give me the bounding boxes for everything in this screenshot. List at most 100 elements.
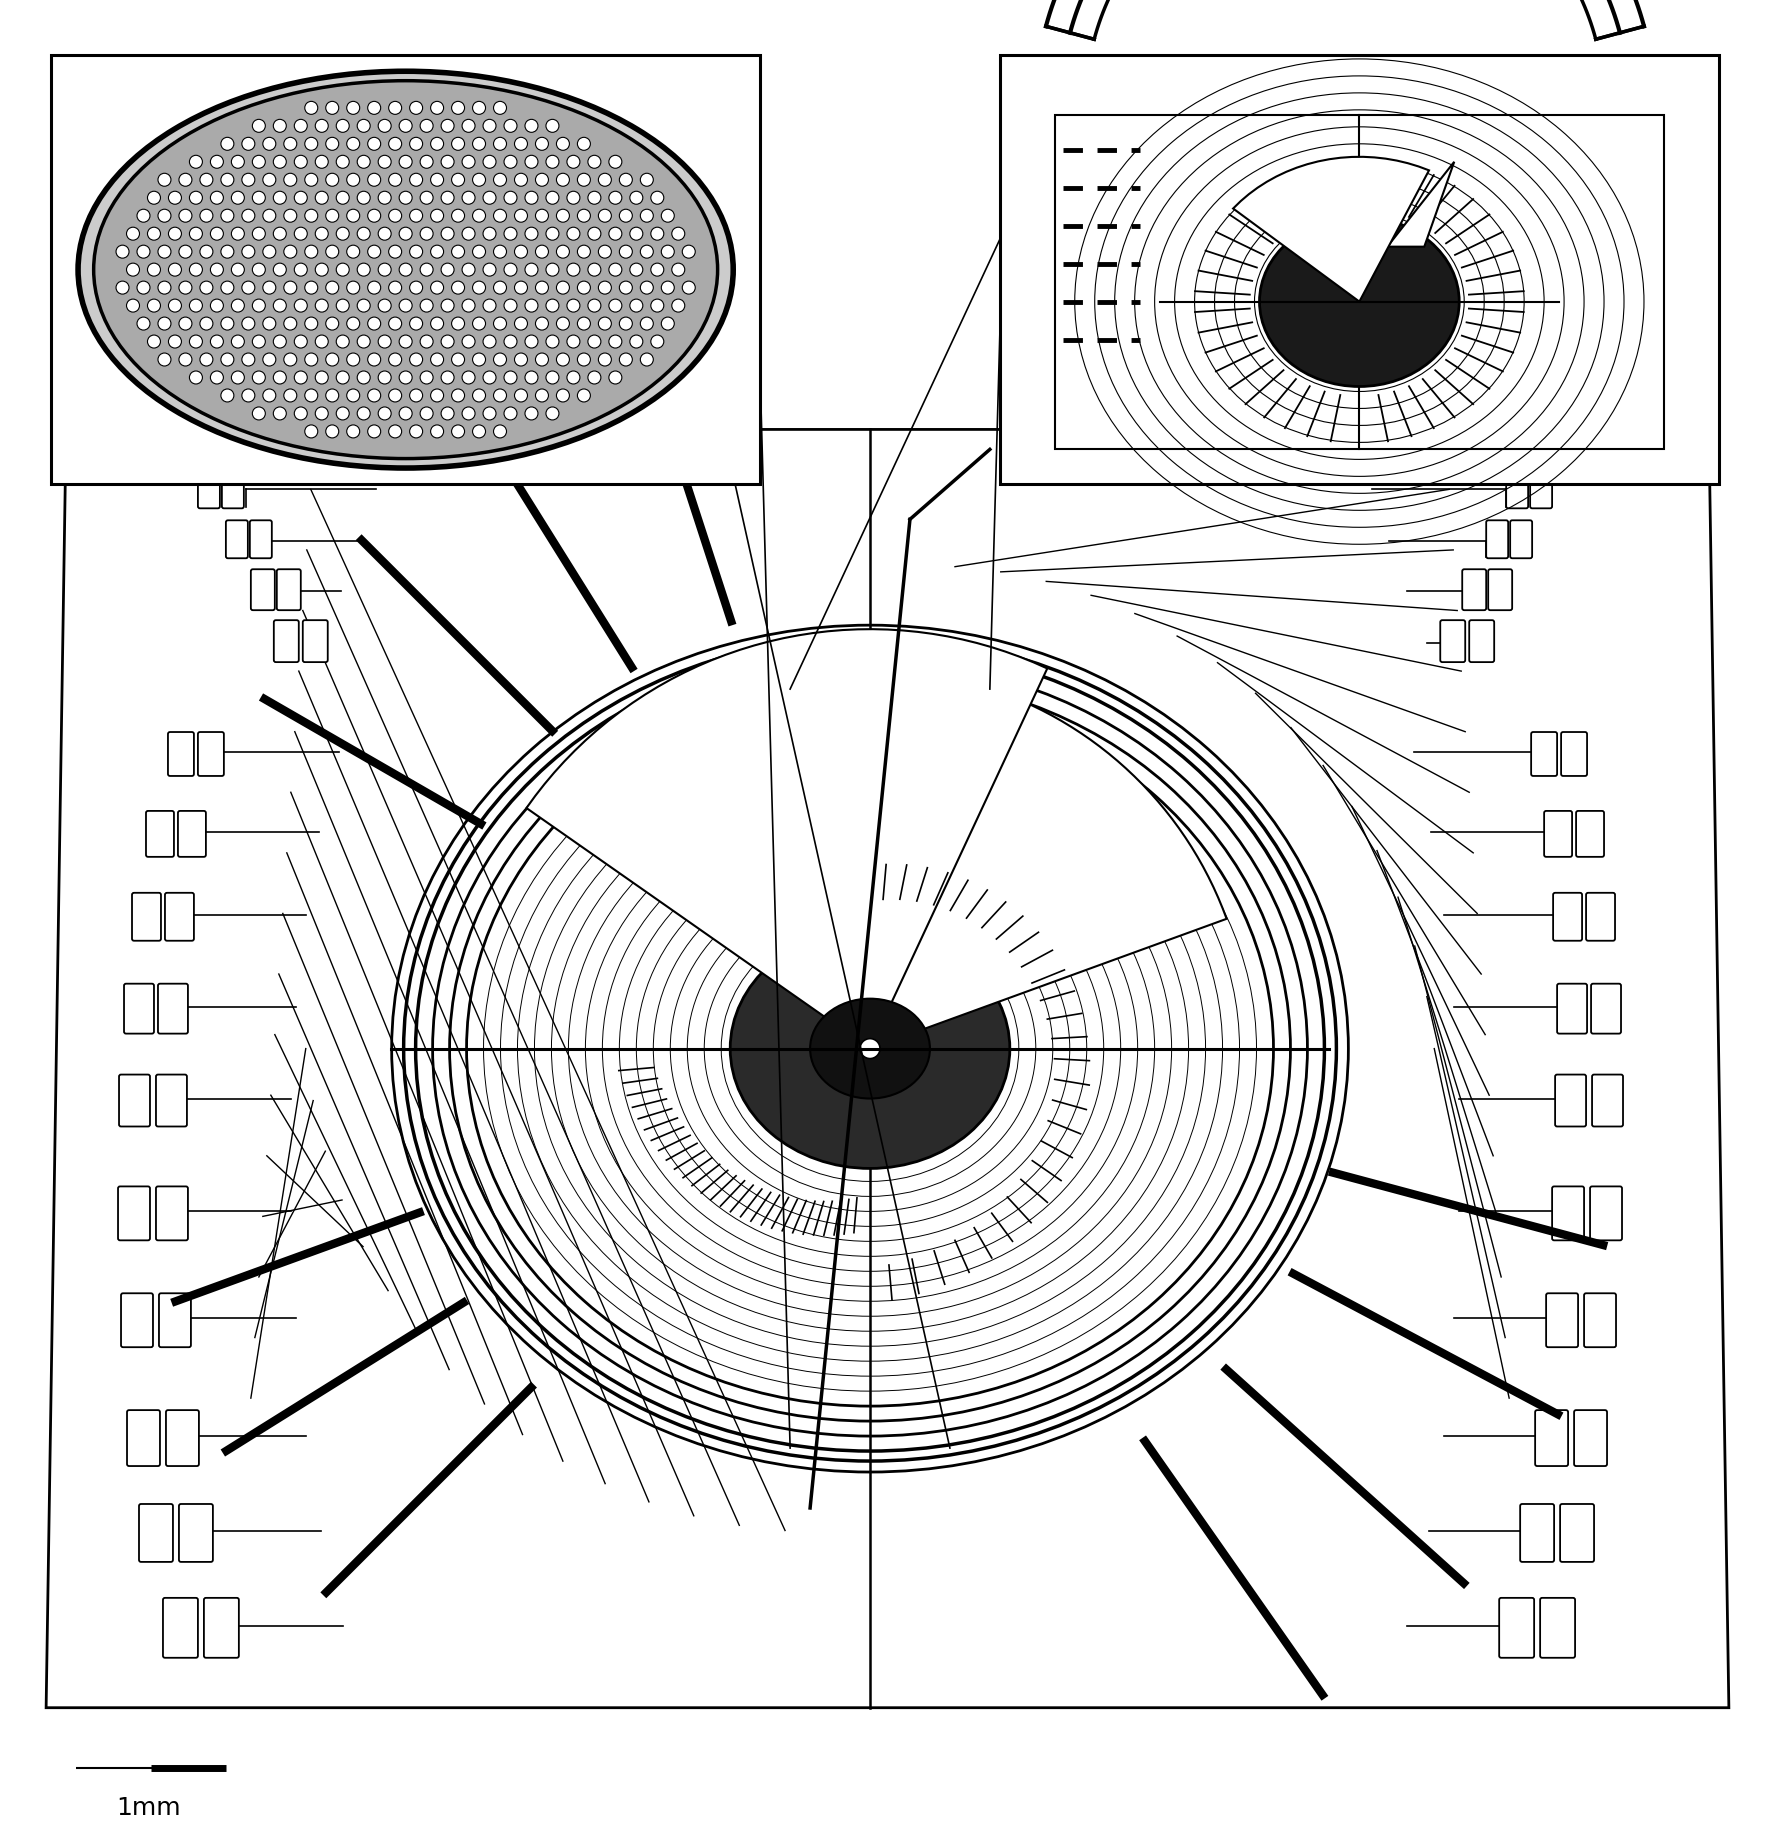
Circle shape bbox=[221, 173, 233, 186]
FancyBboxPatch shape bbox=[179, 1505, 212, 1561]
Polygon shape bbox=[1232, 157, 1429, 301]
Circle shape bbox=[461, 334, 476, 349]
Circle shape bbox=[608, 334, 622, 349]
Circle shape bbox=[389, 425, 401, 438]
Circle shape bbox=[210, 334, 223, 349]
Circle shape bbox=[451, 281, 465, 294]
Circle shape bbox=[578, 137, 591, 150]
FancyBboxPatch shape bbox=[124, 984, 154, 1034]
Circle shape bbox=[472, 102, 486, 115]
Ellipse shape bbox=[810, 999, 930, 1099]
Circle shape bbox=[232, 334, 244, 349]
Circle shape bbox=[304, 173, 318, 186]
Bar bbox=[51, 55, 760, 484]
Circle shape bbox=[400, 263, 412, 276]
Circle shape bbox=[253, 226, 265, 241]
Circle shape bbox=[400, 371, 412, 383]
Circle shape bbox=[325, 245, 339, 257]
Circle shape bbox=[221, 210, 233, 223]
FancyBboxPatch shape bbox=[1489, 570, 1512, 610]
Circle shape bbox=[325, 102, 339, 115]
Circle shape bbox=[431, 210, 444, 223]
FancyBboxPatch shape bbox=[1561, 732, 1588, 776]
Circle shape bbox=[514, 318, 527, 331]
Circle shape bbox=[493, 102, 506, 115]
Circle shape bbox=[410, 281, 423, 294]
Circle shape bbox=[315, 155, 329, 168]
Circle shape bbox=[189, 226, 202, 241]
Circle shape bbox=[389, 318, 401, 331]
Circle shape bbox=[221, 137, 233, 150]
Circle shape bbox=[598, 281, 612, 294]
Circle shape bbox=[672, 263, 684, 276]
Circle shape bbox=[461, 371, 476, 383]
Circle shape bbox=[589, 299, 601, 312]
Circle shape bbox=[357, 371, 370, 383]
Circle shape bbox=[504, 371, 516, 383]
Circle shape bbox=[389, 389, 401, 402]
Circle shape bbox=[557, 173, 569, 186]
FancyBboxPatch shape bbox=[1540, 1598, 1575, 1658]
Circle shape bbox=[368, 425, 380, 438]
Circle shape bbox=[189, 299, 202, 312]
Circle shape bbox=[357, 299, 370, 312]
Circle shape bbox=[200, 318, 212, 331]
Circle shape bbox=[504, 299, 516, 312]
Polygon shape bbox=[527, 630, 1047, 1048]
Circle shape bbox=[493, 352, 506, 365]
Circle shape bbox=[568, 371, 580, 383]
Circle shape bbox=[525, 119, 537, 131]
Circle shape bbox=[504, 192, 516, 205]
Circle shape bbox=[168, 299, 182, 312]
Circle shape bbox=[410, 173, 423, 186]
Circle shape bbox=[598, 173, 612, 186]
Circle shape bbox=[357, 192, 370, 205]
Circle shape bbox=[357, 334, 370, 349]
Circle shape bbox=[514, 352, 527, 365]
Circle shape bbox=[661, 281, 674, 294]
Circle shape bbox=[493, 281, 506, 294]
Circle shape bbox=[608, 226, 622, 241]
Circle shape bbox=[400, 407, 412, 420]
Circle shape bbox=[347, 425, 359, 438]
Circle shape bbox=[461, 226, 476, 241]
FancyBboxPatch shape bbox=[1591, 984, 1621, 1034]
Circle shape bbox=[389, 281, 401, 294]
Circle shape bbox=[157, 281, 171, 294]
FancyBboxPatch shape bbox=[251, 570, 274, 610]
Circle shape bbox=[157, 352, 171, 365]
Circle shape bbox=[421, 192, 433, 205]
Circle shape bbox=[136, 318, 150, 331]
FancyBboxPatch shape bbox=[127, 1410, 159, 1466]
Circle shape bbox=[274, 119, 286, 131]
Circle shape bbox=[472, 389, 486, 402]
Circle shape bbox=[253, 263, 265, 276]
Circle shape bbox=[410, 102, 423, 115]
Circle shape bbox=[242, 137, 255, 150]
Circle shape bbox=[440, 155, 454, 168]
Circle shape bbox=[589, 155, 601, 168]
Circle shape bbox=[619, 352, 633, 365]
Circle shape bbox=[179, 173, 193, 186]
FancyBboxPatch shape bbox=[147, 811, 173, 856]
Circle shape bbox=[242, 389, 255, 402]
Circle shape bbox=[461, 299, 476, 312]
Circle shape bbox=[293, 334, 308, 349]
FancyBboxPatch shape bbox=[1520, 1505, 1554, 1561]
Circle shape bbox=[285, 352, 297, 365]
Circle shape bbox=[440, 263, 454, 276]
Circle shape bbox=[608, 299, 622, 312]
Circle shape bbox=[629, 192, 644, 205]
Circle shape bbox=[619, 245, 633, 257]
Circle shape bbox=[389, 352, 401, 365]
Circle shape bbox=[378, 334, 391, 349]
Circle shape bbox=[440, 226, 454, 241]
FancyBboxPatch shape bbox=[249, 520, 272, 559]
Circle shape bbox=[440, 407, 454, 420]
Circle shape bbox=[400, 226, 412, 241]
Circle shape bbox=[661, 318, 674, 331]
FancyBboxPatch shape bbox=[133, 893, 161, 940]
Circle shape bbox=[253, 192, 265, 205]
Circle shape bbox=[514, 245, 527, 257]
Circle shape bbox=[179, 281, 193, 294]
